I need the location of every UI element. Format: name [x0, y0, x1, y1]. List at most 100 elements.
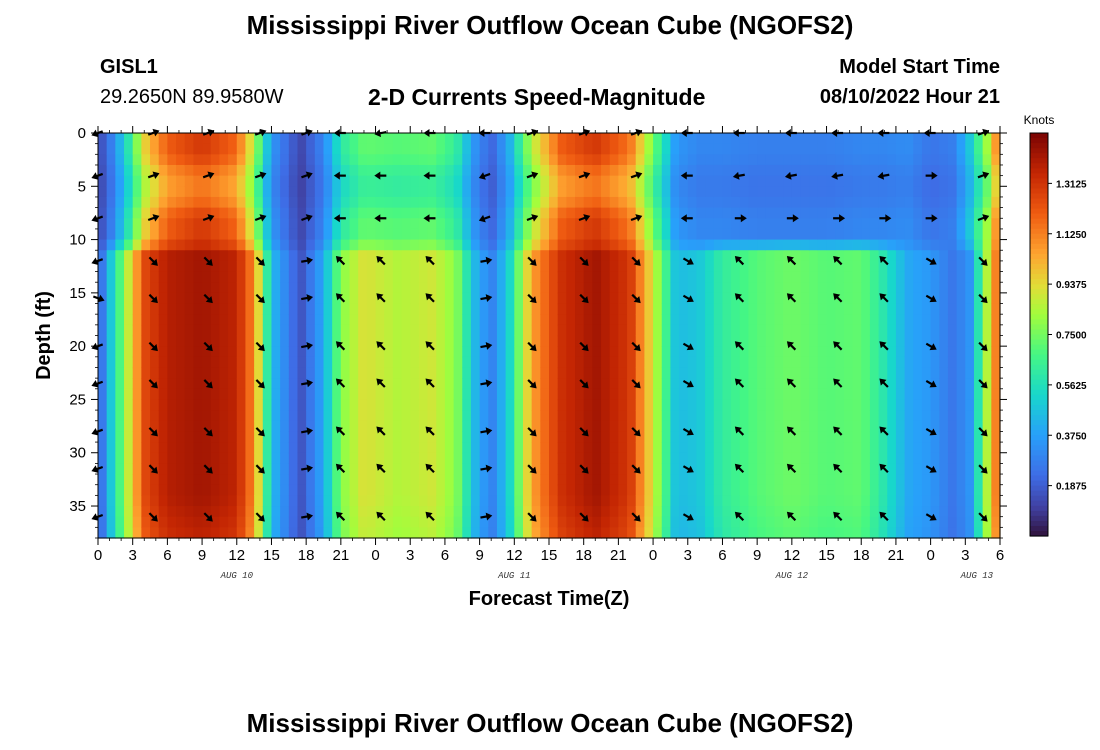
heatmap-cell [913, 218, 923, 230]
heatmap-cell [332, 484, 342, 496]
heatmap-cell [184, 303, 194, 315]
heatmap-cell [384, 506, 394, 518]
heatmap-cell [375, 346, 385, 358]
heatmap-cell [358, 516, 368, 528]
heatmap-cell [540, 452, 550, 464]
heatmap-cell [618, 335, 628, 347]
heatmap-cell [401, 239, 411, 251]
heatmap-cell [722, 335, 732, 347]
heatmap-cell [575, 260, 585, 273]
heatmap-cell [679, 431, 689, 443]
heatmap-cell [627, 133, 637, 145]
heatmap-cell [349, 282, 359, 294]
heatmap-cell [236, 388, 247, 401]
heatmap-cell [713, 399, 724, 411]
heatmap-cell [488, 282, 498, 294]
heatmap-cell [826, 420, 836, 433]
heatmap-cell [557, 133, 567, 145]
heatmap-cell [184, 506, 194, 518]
heatmap-cell [557, 495, 567, 507]
heatmap-cell [757, 442, 767, 454]
heatmap-cell [661, 442, 672, 454]
heatmap-cell [869, 474, 880, 486]
colorbar-segment [1030, 178, 1048, 184]
heatmap-cell [644, 463, 654, 475]
heatmap-cell [288, 239, 299, 251]
heatmap-cell [783, 260, 793, 273]
heatmap-cell [549, 143, 559, 155]
heatmap-cell [254, 442, 264, 454]
heatmap-cell [843, 388, 854, 401]
heatmap-cell [947, 303, 958, 315]
heatmap-cell [835, 324, 845, 337]
heatmap-cell [228, 495, 238, 507]
heatmap-cell [514, 527, 524, 539]
heatmap-cell [202, 442, 212, 454]
heatmap-cell [150, 218, 160, 230]
heatmap-cell [800, 516, 810, 528]
heatmap-cell [375, 250, 385, 262]
heatmap-cell [809, 324, 819, 337]
heatmap-cell [635, 335, 645, 347]
heatmap-cell [731, 346, 741, 358]
heatmap-cell [115, 196, 125, 209]
heatmap-cell [869, 463, 880, 475]
heatmap-cell [991, 442, 1001, 454]
heatmap-cell [791, 484, 802, 496]
heatmap-cell [496, 399, 507, 411]
heatmap-cell [843, 218, 854, 230]
heatmap-cell [887, 367, 897, 379]
heatmap-cell [323, 410, 333, 422]
heatmap-cell [722, 282, 732, 294]
heatmap-cell [245, 527, 255, 539]
heatmap-cell [132, 463, 142, 475]
heatmap-cell [193, 356, 203, 369]
heatmap-cell [757, 506, 767, 518]
heatmap-cell [817, 399, 828, 411]
heatmap-cell [401, 388, 411, 401]
heatmap-cell [132, 506, 142, 518]
current-vector-arrow [786, 511, 797, 521]
heatmap-cell [670, 527, 680, 539]
heatmap-cell [549, 175, 559, 187]
heatmap-cell [306, 282, 316, 294]
heatmap-cell [427, 442, 437, 454]
current-vector-arrow [978, 256, 988, 266]
colorbar-segment [1030, 258, 1048, 265]
heatmap-cell [739, 431, 750, 443]
current-vector-arrow [978, 293, 988, 304]
heatmap-cell [817, 356, 828, 369]
heatmap-cell [115, 314, 125, 326]
heatmap-cell [670, 314, 680, 326]
heatmap-cell [904, 228, 914, 241]
heatmap-cell [366, 410, 377, 422]
heatmap-cell [835, 143, 845, 155]
heatmap-cell [132, 175, 142, 187]
heatmap-cell [228, 250, 238, 262]
heatmap-cell [583, 356, 593, 369]
heatmap-cell [774, 250, 784, 262]
heatmap-cell [748, 335, 758, 347]
heatmap-cell [150, 474, 160, 486]
heatmap-cell [575, 303, 585, 315]
heatmap-cell [297, 218, 307, 230]
heatmap-cell [167, 154, 177, 166]
heatmap-cell [505, 484, 515, 496]
heatmap-cell [635, 282, 645, 294]
heatmap-cell [470, 154, 481, 166]
heatmap-cell [210, 143, 221, 155]
heatmap-cell [540, 474, 550, 486]
heatmap-cell [514, 239, 524, 251]
heatmap-cell [392, 367, 403, 379]
colorbar-segment [1030, 248, 1048, 255]
heatmap-cell [245, 346, 255, 358]
heatmap-cell [228, 196, 238, 209]
heatmap-cell [748, 143, 758, 155]
heatmap-cell [757, 431, 767, 443]
heatmap-cell [887, 303, 897, 315]
heatmap-cell [418, 463, 429, 475]
heatmap-cell [947, 250, 958, 262]
heatmap-cell [765, 420, 776, 433]
heatmap-cell [601, 516, 611, 528]
heatmap-cell [644, 314, 654, 326]
